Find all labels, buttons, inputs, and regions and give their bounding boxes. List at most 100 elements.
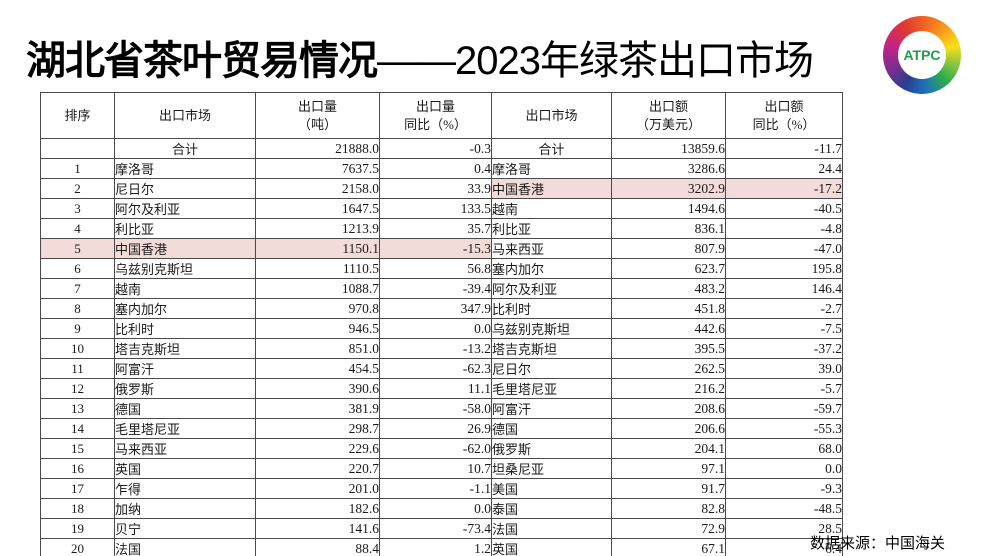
table-row: 13 德国 381.9 -58.0 阿富汗 208.6 -59.7	[40, 398, 843, 419]
table-row-total: 合计 21888.0 -0.3 合计 13859.6 -11.7	[40, 138, 843, 159]
cell-export-volume: 141.6	[255, 518, 380, 539]
cell-export-value: 451.8	[611, 298, 726, 319]
cell-market-left: 合计	[114, 138, 256, 159]
cell-market-right: 比利时	[491, 298, 612, 319]
cell-market-right: 毛里塔尼亚	[491, 378, 612, 399]
cell-export-volume: 1213.9	[255, 218, 380, 239]
cell-rank: 8	[40, 298, 115, 319]
cell-market-right: 俄罗斯	[491, 438, 612, 459]
table-body: 合计 21888.0 -0.3 合计 13859.6 -11.7 1 摩洛哥 7637.5 0.4…	[40, 138, 843, 556]
cell-market-right: 塞内加尔	[491, 258, 612, 279]
cell-export-value: 1494.6	[611, 198, 726, 219]
cell-export-volume-yoy: -1.1	[379, 478, 492, 499]
table-row: 6 乌兹别克斯坦 1110.5 56.8 塞内加尔 623.7 195.8	[40, 258, 843, 279]
table-row: 3 阿尔及利亚 1647.5 133.5 越南 1494.6 -40.5	[40, 198, 843, 219]
cell-rank: 12	[40, 378, 115, 399]
table-row: 12 俄罗斯 390.6 11.1 毛里塔尼亚 216.2 -5.7	[40, 378, 843, 399]
cell-export-volume: 1110.5	[255, 258, 380, 279]
cell-market-right: 利比亚	[491, 218, 612, 239]
cell-export-volume: 970.8	[255, 298, 380, 319]
cell-export-value-yoy: 195.8	[725, 258, 843, 279]
cell-rank: 3	[40, 198, 115, 219]
table-row: 10 塔吉克斯坦 851.0 -13.2 塔吉克斯坦 395.5 -37.2	[40, 338, 843, 359]
cell-market-left: 乍得	[114, 478, 256, 499]
cell-export-volume-yoy: 133.5	[379, 198, 492, 219]
cell-rank: 4	[40, 218, 115, 239]
cell-rank: 16	[40, 458, 115, 479]
cell-market-left: 塔吉克斯坦	[114, 338, 256, 359]
cell-market-right: 阿尔及利亚	[491, 278, 612, 299]
cell-export-value: 483.2	[611, 278, 726, 299]
cell-rank: 11	[40, 358, 115, 379]
cell-market-left: 乌兹别克斯坦	[114, 258, 256, 279]
header-export-value: 出口额 （万美元）	[611, 92, 726, 139]
cell-export-volume: 454.5	[255, 358, 380, 379]
cell-export-volume: 229.6	[255, 438, 380, 459]
cell-rank: 18	[40, 498, 115, 519]
table-row: 8 塞内加尔 970.8 347.9 比利时 451.8 -2.7	[40, 298, 843, 319]
cell-export-volume-yoy: -62.0	[379, 438, 492, 459]
cell-export-value-yoy: -11.7	[725, 138, 843, 159]
table-row: 7 越南 1088.7 -39.4 阿尔及利亚 483.2 146.4	[40, 278, 843, 299]
cell-export-volume: 390.6	[255, 378, 380, 399]
cell-export-volume-yoy: -0.3	[379, 138, 492, 159]
cell-export-volume-yoy: -73.4	[379, 518, 492, 539]
cell-export-value-yoy: -7.5	[725, 318, 843, 339]
cell-rank: 6	[40, 258, 115, 279]
cell-market-left: 越南	[114, 278, 256, 299]
table-row: 1 摩洛哥 7637.5 0.4 摩洛哥 3286.6 24.4	[40, 158, 843, 179]
cell-market-left: 尼日尔	[114, 178, 256, 199]
cell-export-value: 395.5	[611, 338, 726, 359]
cell-market-right: 英国	[491, 538, 612, 556]
table-row: 5 中国香港 1150.1 -15.3 马来西亚 807.9 -47.0	[40, 238, 843, 259]
cell-rank: 17	[40, 478, 115, 499]
cell-export-value: 82.8	[611, 498, 726, 519]
table-row: 4 利比亚 1213.9 35.7 利比亚 836.1 -4.8	[40, 218, 843, 239]
cell-export-value-yoy: -9.3	[725, 478, 843, 499]
cell-rank	[40, 138, 115, 159]
cell-export-value-yoy: 146.4	[725, 278, 843, 299]
cell-export-volume: 7637.5	[255, 158, 380, 179]
cell-rank: 14	[40, 418, 115, 439]
cell-export-volume: 182.6	[255, 498, 380, 519]
cell-market-right: 乌兹别克斯坦	[491, 318, 612, 339]
header-export-volume: 出口量 （吨）	[255, 92, 380, 139]
cell-market-left: 马来西亚	[114, 438, 256, 459]
cell-rank: 1	[40, 158, 115, 179]
cell-export-value: 72.9	[611, 518, 726, 539]
cell-export-volume-yoy: 56.8	[379, 258, 492, 279]
cell-export-value-yoy: 6.4	[725, 538, 843, 556]
cell-export-volume: 946.5	[255, 318, 380, 339]
cell-market-left: 塞内加尔	[114, 298, 256, 319]
cell-market-left: 中国香港	[114, 238, 256, 259]
cell-export-value-yoy: -2.7	[725, 298, 843, 319]
cell-rank: 10	[40, 338, 115, 359]
cell-export-volume: 88.4	[255, 538, 380, 556]
atpc-logo-label: ATPC	[903, 47, 941, 63]
cell-rank: 7	[40, 278, 115, 299]
cell-export-value: 206.6	[611, 418, 726, 439]
cell-rank: 13	[40, 398, 115, 419]
cell-export-value: 67.1	[611, 538, 726, 556]
cell-market-right: 中国香港	[491, 178, 612, 199]
cell-export-volume-yoy: 0.0	[379, 498, 492, 519]
cell-export-volume-yoy: -13.2	[379, 338, 492, 359]
cell-market-right: 越南	[491, 198, 612, 219]
cell-market-left: 比利时	[114, 318, 256, 339]
cell-market-left: 摩洛哥	[114, 158, 256, 179]
cell-rank: 9	[40, 318, 115, 339]
cell-export-value: 216.2	[611, 378, 726, 399]
cell-export-value: 97.1	[611, 458, 726, 479]
cell-rank: 19	[40, 518, 115, 539]
cell-export-value: 3286.6	[611, 158, 726, 179]
cell-market-left: 德国	[114, 398, 256, 419]
cell-export-volume-yoy: -39.4	[379, 278, 492, 299]
cell-market-left: 法国	[114, 538, 256, 556]
cell-export-volume: 1088.7	[255, 278, 380, 299]
cell-export-volume-yoy: 347.9	[379, 298, 492, 319]
cell-export-value: 807.9	[611, 238, 726, 259]
cell-market-right: 马来西亚	[491, 238, 612, 259]
table-row: 11 阿富汗 454.5 -62.3 尼日尔 262.5 39.0	[40, 358, 843, 379]
cell-export-value: 204.1	[611, 438, 726, 459]
cell-export-value-yoy: -37.2	[725, 338, 843, 359]
